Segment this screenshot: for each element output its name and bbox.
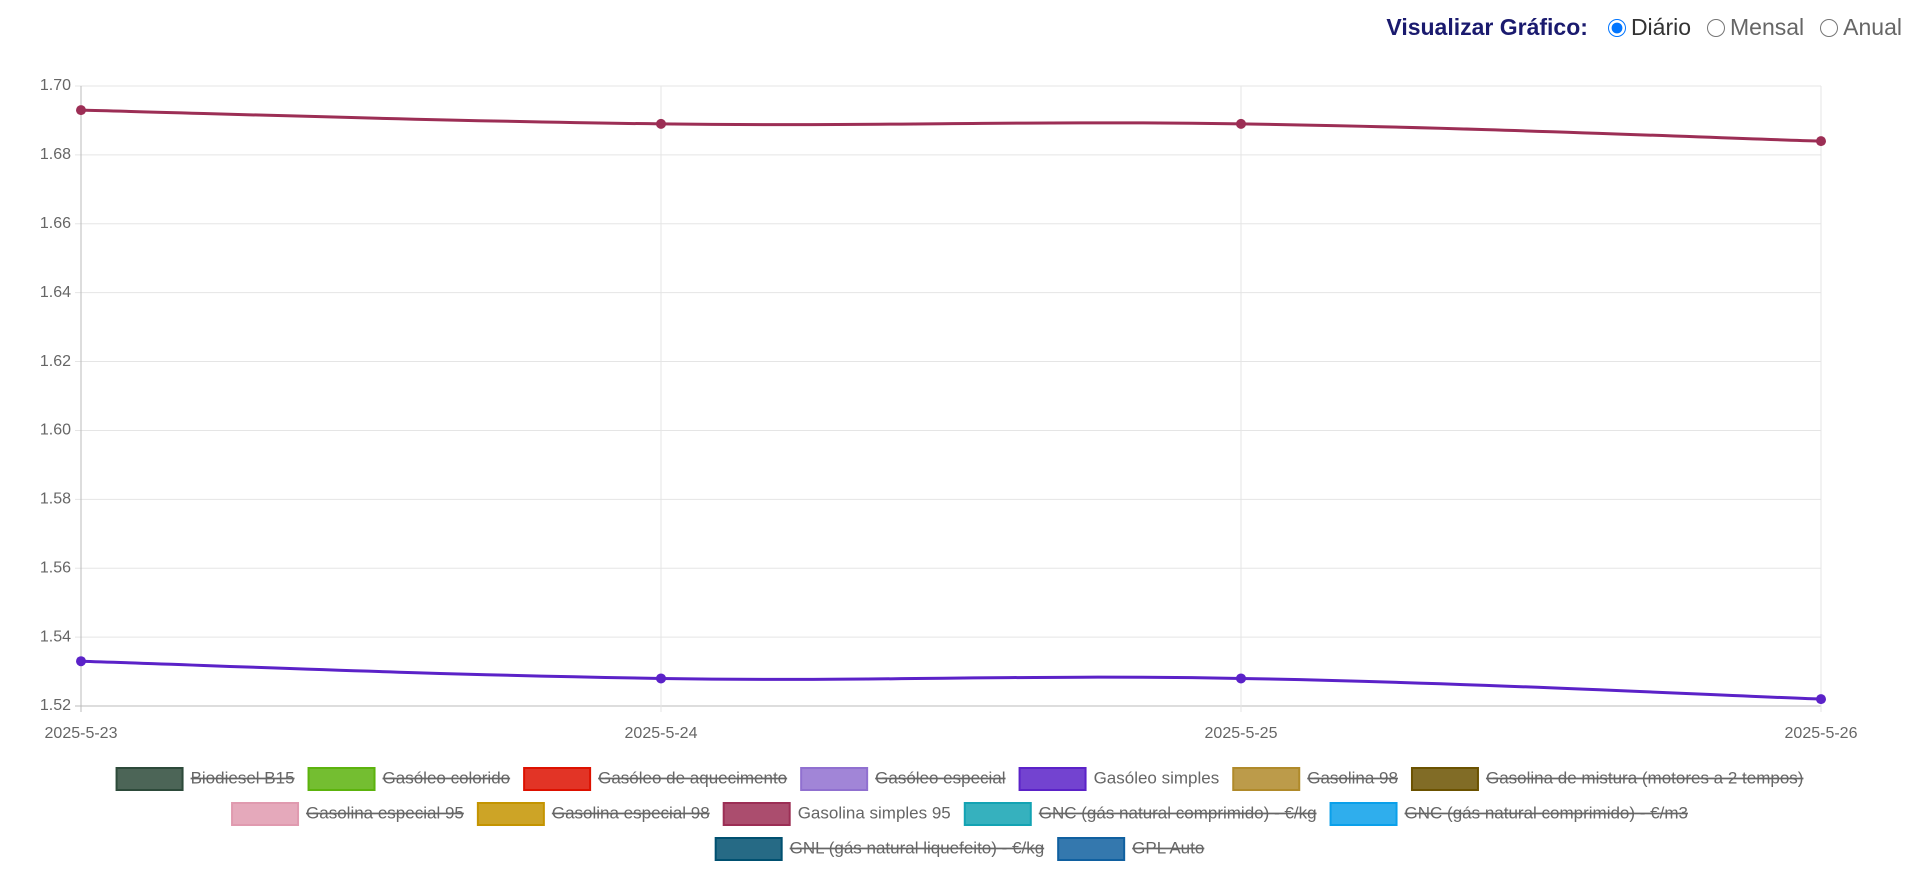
series-line	[80, 659, 1822, 701]
legend-item[interactable]: GNC (gás natural comprimido) - €/kg	[963, 802, 1317, 826]
legend-swatch	[523, 767, 592, 791]
view-selector: Visualizar Gráfico: Diário Mensal Anual	[1386, 14, 1902, 41]
legend-swatch	[800, 767, 869, 791]
radio-option[interactable]: Diário	[1607, 14, 1692, 41]
legend-item[interactable]: Gasóleo de aquecimento	[523, 767, 787, 791]
y-tick-label: 1.60	[40, 422, 71, 439]
legend-label: Gasóleo colorido	[383, 768, 511, 787]
y-tick-label: 1.70	[40, 77, 71, 94]
legend-item[interactable]: Gasóleo simples	[1018, 767, 1220, 791]
radio[interactable]	[1607, 18, 1626, 37]
x-tick-label: 2025-5-26	[1785, 725, 1858, 742]
legend-item[interactable]: GNC (gás natural comprimido) - €/m3	[1329, 802, 1688, 826]
y-tick-label: 1.66	[40, 215, 71, 232]
data-point	[656, 118, 666, 129]
legend-swatch	[1057, 837, 1126, 861]
data-point	[656, 673, 666, 684]
legend-label: Gasóleo simples	[1094, 768, 1220, 787]
legend-swatch	[963, 802, 1032, 826]
legend-swatch	[1410, 767, 1479, 791]
legend-label: Biodiesel B15	[191, 768, 295, 787]
legend-label: Gasóleo de aquecimento	[598, 768, 787, 787]
legend-label: Gasolina 98	[1307, 768, 1398, 787]
y-tick-label: 1.62	[40, 353, 71, 370]
legend-item[interactable]: Gasóleo especial	[800, 767, 1006, 791]
legend-item[interactable]: Gasolina especial 98	[476, 802, 710, 826]
legend-swatch	[1232, 767, 1301, 791]
legend-label: Gasolina especial 95	[306, 803, 464, 822]
data-point	[1236, 118, 1246, 129]
legend-label: Gasóleo especial	[875, 768, 1005, 787]
radio-option[interactable]: Mensal	[1707, 14, 1804, 41]
legend-item[interactable]: Gasolina 98	[1232, 767, 1398, 791]
data-point	[1816, 694, 1826, 705]
legend-item[interactable]: Gasóleo colorido	[307, 767, 511, 791]
data-point	[76, 656, 86, 667]
legend-label: GNL (gás natural liquefeito) - €/kg	[790, 838, 1045, 857]
legend-item[interactable]: Gasolina de mistura (motores a 2 tempos)	[1410, 767, 1803, 791]
legend-label: GNC (gás natural comprimido) - €/kg	[1039, 803, 1317, 822]
radio-label: Diário	[1630, 14, 1692, 40]
y-tick-label: 1.64	[40, 284, 71, 301]
radio[interactable]	[1820, 18, 1839, 37]
legend-label: Gasolina especial 98	[552, 803, 710, 822]
legend-item[interactable]: GNL (gás natural liquefeito) - €/kg	[714, 837, 1045, 861]
legend-swatch	[115, 767, 184, 791]
radio[interactable]	[1707, 18, 1726, 37]
legend-label: Gasolina de mistura (motores a 2 tempos)	[1486, 768, 1803, 787]
data-point	[1816, 136, 1826, 147]
x-tick-label: 2025-5-25	[1205, 725, 1278, 742]
y-tick-label: 1.54	[40, 628, 71, 645]
legend-label: Gasolina simples 95	[798, 803, 951, 822]
y-tick-label: 1.56	[40, 559, 71, 576]
legend-swatch	[722, 802, 791, 826]
radio-option[interactable]: Anual	[1820, 14, 1902, 41]
selector-label: Visualizar Gráfico:	[1386, 14, 1588, 40]
data-point	[1236, 673, 1246, 684]
series-line	[80, 108, 1822, 143]
legend-item[interactable]: Gasolina simples 95	[722, 802, 951, 826]
data-point	[76, 105, 86, 116]
legend-item[interactable]: GPL Auto	[1057, 837, 1204, 861]
legend-item[interactable]: Biodiesel B15	[115, 767, 295, 791]
y-tick-label: 1.58	[40, 491, 71, 508]
x-tick-label: 2025-5-24	[625, 725, 698, 742]
radio-label: Mensal	[1730, 14, 1805, 40]
legend-swatch	[714, 837, 783, 861]
radio-label: Anual	[1843, 14, 1902, 40]
legend-swatch	[476, 802, 545, 826]
legend-label: GNC (gás natural comprimido) - €/m3	[1405, 803, 1688, 822]
legend-swatch	[231, 802, 300, 826]
legend-swatch	[307, 767, 376, 791]
legend-item[interactable]: Gasolina especial 95	[231, 802, 464, 826]
y-tick-label: 1.68	[40, 146, 71, 163]
y-tick-label: 1.52	[40, 697, 71, 714]
x-tick-label: 2025-5-23	[45, 725, 118, 742]
legend-swatch	[1018, 767, 1087, 791]
legend-swatch	[1329, 802, 1398, 826]
legend-label: GPL Auto	[1132, 838, 1204, 857]
